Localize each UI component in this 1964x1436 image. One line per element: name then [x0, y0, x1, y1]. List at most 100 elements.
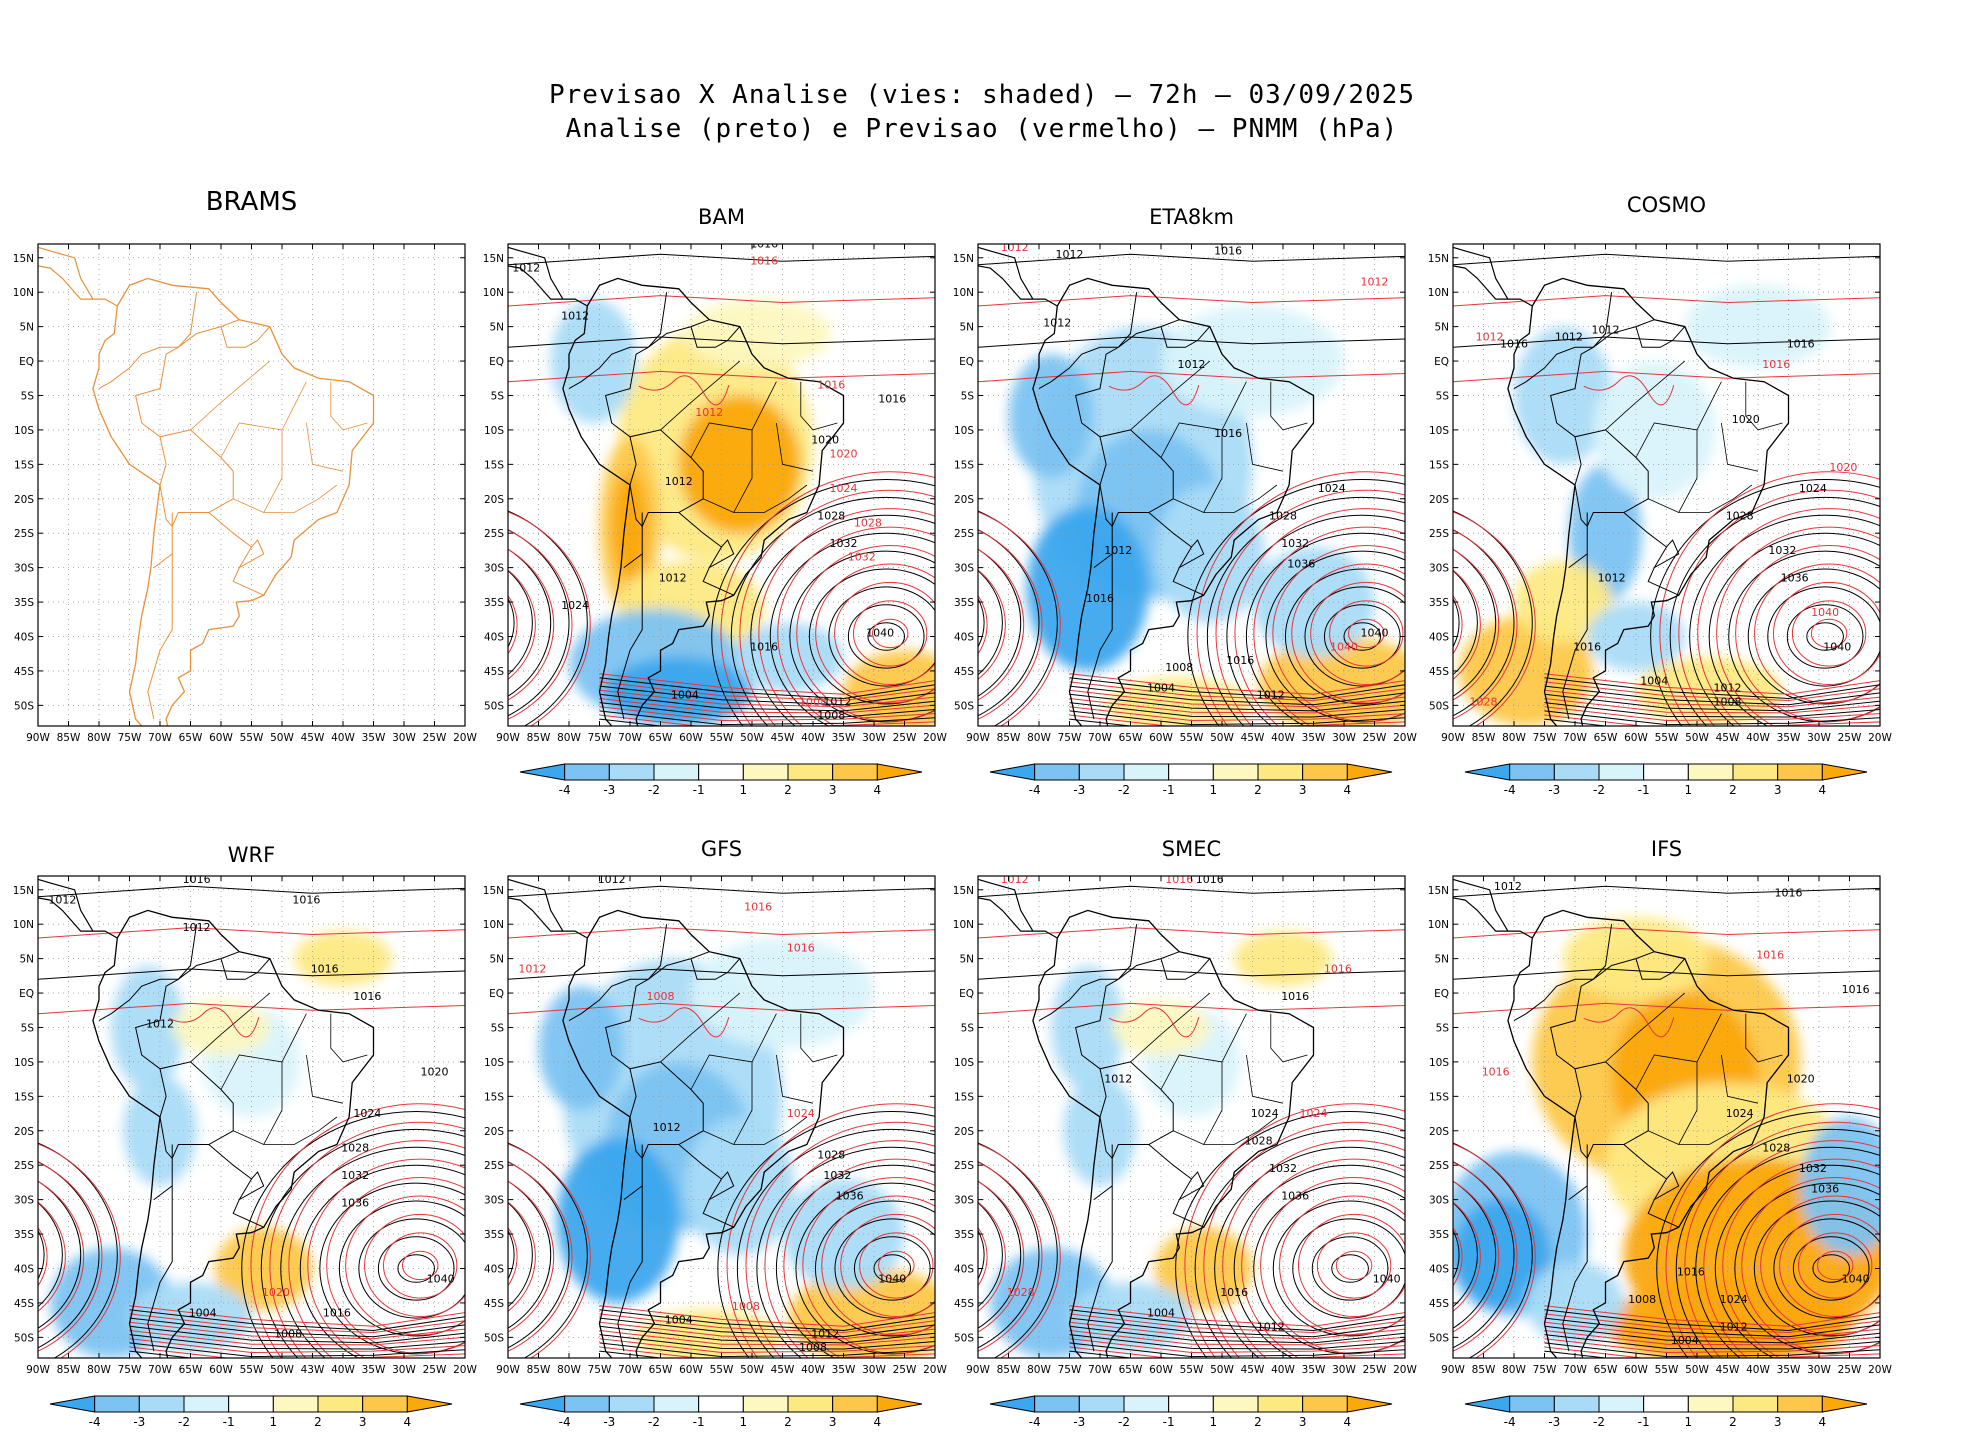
y-tick-label: 25S	[484, 528, 504, 540]
isobar-forecast	[783, 1158, 935, 1358]
x-tick-label: 35W	[1302, 732, 1326, 744]
colorbar-tick-label: -1	[223, 1415, 235, 1429]
isobar-analysis	[129, 1334, 465, 1350]
isobar-label-analysis: 1016	[750, 237, 778, 250]
colorbar-tick-label: 3	[359, 1415, 367, 1429]
isobar-forecast	[758, 508, 935, 726]
x-tick-label: 25W	[893, 1364, 917, 1376]
y-tick-label: 15N	[483, 885, 504, 897]
colorbar-segment-pos2	[1257, 1395, 1304, 1413]
colorbar-tick-label: -4	[1504, 783, 1516, 797]
isobar-analysis	[1714, 1164, 1880, 1358]
isobar-analysis	[1767, 586, 1880, 687]
x-tick-label: 40W	[1746, 1364, 1770, 1376]
isobar-analysis	[808, 568, 935, 705]
x-tick-label: 55W	[710, 1364, 734, 1376]
isobar-label-analysis: 1032	[830, 537, 858, 550]
isobar-label-analysis: 1036	[1811, 1183, 1839, 1196]
isobar-forecast	[815, 563, 935, 704]
isobar-forecast	[1583, 375, 1675, 406]
x-tick-label: 40W	[801, 732, 825, 744]
isobar-analysis	[978, 548, 1022, 697]
colorbar-tick-label: -2	[1118, 1415, 1130, 1429]
colorbar-segment-pos4	[876, 763, 923, 781]
isobar-analysis	[834, 1218, 935, 1319]
state-border	[776, 1054, 814, 1104]
country-border	[1087, 1185, 1113, 1352]
title-line-2: Analise (preto) e Previsao (vermelho) – …	[565, 114, 1399, 144]
x-tick-label: 80W	[1027, 732, 1051, 744]
isobar-label-analysis: 1012	[1714, 682, 1742, 695]
colorbar-tick-label: 1	[1685, 1415, 1693, 1429]
isobar-analysis	[1453, 1142, 1533, 1358]
y-tick-label: 10N	[1428, 287, 1449, 299]
state-border	[703, 429, 753, 514]
isobar-label-analysis: 1012	[1257, 1320, 1285, 1333]
country-border	[1160, 326, 1211, 348]
colorbar-segment-pos4	[1821, 763, 1868, 781]
state-border	[1721, 422, 1759, 472]
isobar-analysis	[1453, 968, 1880, 980]
x-tick-label: 70W	[1563, 732, 1587, 744]
country-border	[617, 553, 643, 720]
map-area: 1012 1012 1016 1012 1012 1012 1016 1024 1028 1032…	[978, 244, 1405, 726]
y-tick-label: 40S	[1429, 631, 1449, 643]
colorbar-segment-neg1	[653, 763, 700, 781]
x-tick-label: 75W	[1533, 732, 1557, 744]
isobar-forecast	[129, 1321, 465, 1340]
isobar-forecast	[129, 1338, 465, 1354]
country-border	[110, 346, 179, 383]
isobar-analysis	[1656, 1111, 1880, 1358]
isobar-label-forecast: 1016	[744, 900, 772, 913]
isobar-label-analysis: 1012	[561, 310, 589, 323]
x-tick-label: 70W	[618, 732, 642, 744]
bias-shading	[50, 931, 392, 1358]
state-border	[263, 484, 338, 513]
isobar-forecast	[38, 1161, 103, 1352]
y-tick-label: 5N	[1434, 954, 1449, 966]
isobar-forecast	[1684, 1121, 1880, 1358]
y-tick-label: 5N	[959, 954, 974, 966]
colorbar-tick-label: -4	[1029, 783, 1041, 797]
y-tick-label: 5N	[489, 954, 504, 966]
isobar-analysis	[1544, 702, 1880, 718]
isobar-analysis	[978, 510, 1058, 726]
country-border	[678, 512, 735, 596]
colorbar-tick-label: -2	[178, 1415, 190, 1429]
state-border	[690, 1013, 777, 1090]
isobar-label-analysis: 1032	[1768, 544, 1796, 557]
y-tick-label: EQ	[959, 356, 974, 368]
y-tick-label: 20S	[954, 1126, 974, 1138]
isobar-forecast	[599, 698, 935, 714]
y-tick-label: 10N	[1428, 919, 1449, 931]
x-tick-label: 25W	[1838, 1364, 1862, 1376]
country-border	[1087, 553, 1113, 720]
isobar-analysis	[338, 1200, 465, 1337]
x-tick-label: 70W	[1088, 732, 1112, 744]
isobar-forecast	[1069, 1305, 1405, 1327]
country-border	[1562, 1185, 1588, 1352]
x-tick-label: 50W	[740, 1364, 764, 1376]
isobar-label-forecast: 1008	[647, 990, 675, 1003]
isobar-analysis	[1544, 677, 1880, 700]
isobar-forecast	[978, 1161, 1043, 1352]
isobar-forecast	[978, 511, 1061, 726]
colorbar-tick-label: -3	[603, 783, 615, 797]
isobar-analysis	[717, 1111, 935, 1358]
x-tick-label: 90W	[966, 732, 990, 744]
bias-area-neg2	[684, 1117, 795, 1255]
isobar-analysis	[795, 1182, 935, 1355]
coastline-central-america	[508, 246, 588, 307]
isobar-forecast	[38, 1002, 465, 1015]
isobar-forecast	[1348, 618, 1385, 649]
colorbar-tick-label: 4	[874, 1415, 882, 1429]
isobar-forecast	[878, 1250, 915, 1281]
colorbar-segment-pos3	[1777, 763, 1823, 781]
map-area	[38, 244, 465, 726]
isobar-forecast	[345, 1195, 465, 1336]
y-tick-label: 20S	[14, 1126, 34, 1138]
y-tick-label: 10N	[13, 287, 34, 299]
y-tick-label: 40S	[1429, 1263, 1449, 1275]
country-border	[1653, 1178, 1667, 1200]
colorbar: -4 -3 -2 -1 1 2 3 4	[1464, 763, 1868, 797]
